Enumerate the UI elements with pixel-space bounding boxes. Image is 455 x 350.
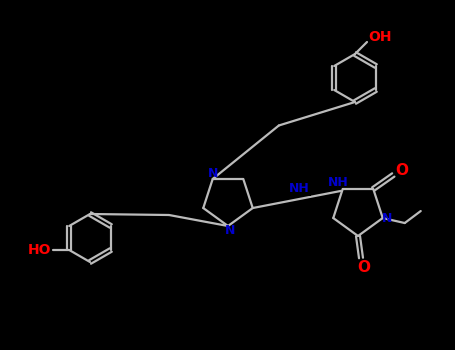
Text: O: O (358, 260, 370, 275)
Text: N: N (225, 224, 235, 238)
Text: OH: OH (368, 30, 392, 44)
Text: HO: HO (27, 243, 51, 257)
Text: NH: NH (289, 182, 310, 195)
Text: NH: NH (289, 182, 310, 195)
Text: N: N (382, 211, 392, 225)
Text: N: N (207, 167, 218, 181)
Text: NH: NH (329, 176, 349, 189)
Text: O: O (395, 163, 408, 178)
